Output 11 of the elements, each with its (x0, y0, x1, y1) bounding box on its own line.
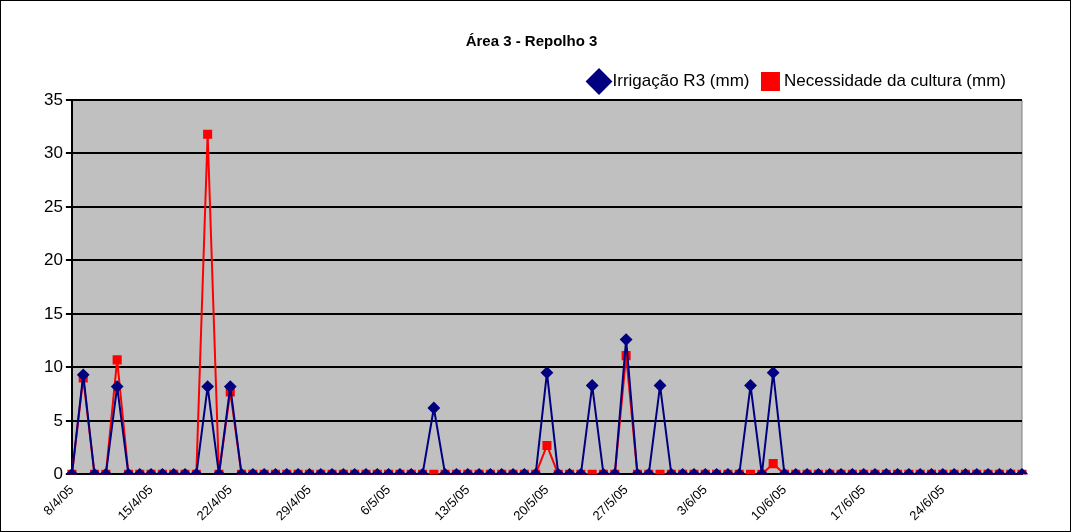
y-tick-label: 35 (43, 89, 63, 109)
y-tick-label: 0 (53, 463, 63, 483)
y-tick-label: 5 (53, 410, 63, 430)
legend-label: Necessidade da cultura (mm) (783, 71, 1006, 91)
y-tick-label: 20 (43, 250, 63, 270)
y-tick-label: 15 (43, 303, 63, 323)
y-tick-label: 30 (43, 143, 63, 163)
chart-title: Área 3 - Repolho 3 (465, 32, 598, 50)
y-tick-label: 10 (43, 357, 63, 377)
legend-label: Irrigação R3 (mm) (612, 71, 750, 91)
y-tick-label: 25 (43, 196, 63, 216)
